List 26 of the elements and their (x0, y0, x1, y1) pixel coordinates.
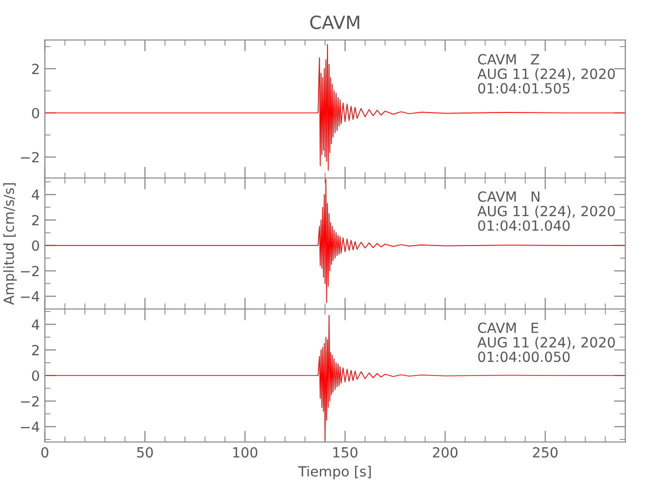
annotation: CAVM E AUG 11 (224), 2020 01:04:00.050 (477, 322, 615, 362)
x-tick-label: 200 (432, 447, 458, 458)
y-tick-label: 0 (32, 240, 40, 251)
y-tick-label: −4 (20, 422, 40, 432)
x-tick-label: 0 (41, 447, 48, 458)
y-tick-label: −2 (20, 266, 39, 276)
y-tick-label: 2 (32, 214, 39, 226)
y-tick-label: −2 (20, 396, 39, 406)
line-series (44, 44, 626, 171)
chart-title: CAVM (310, 15, 360, 30)
annotation: CAVM Z AUG 11 (224), 2020 01:04:01.505 (477, 54, 615, 94)
x-axis-title: Tiempo [s] (298, 466, 371, 480)
x-tick-label: 100 (233, 447, 258, 458)
y-tick-label: 4 (32, 190, 40, 200)
x-tick-label: 50 (137, 447, 153, 458)
x-tick-label: 150 (333, 447, 358, 458)
y-tick-label: −2 (20, 152, 39, 162)
y-axis-title: Amplitud [cm/s/s] (3, 183, 17, 305)
x-tick-label: 250 (533, 447, 558, 458)
y-tick-label: 0 (32, 370, 40, 381)
y-tick-label: 2 (32, 64, 39, 74)
y-tick-label: 0 (32, 108, 40, 118)
y-tick-label: 2 (32, 344, 39, 356)
annotation: CAVM N AUG 11 (224), 2020 01:04:01.040 (477, 191, 615, 231)
y-tick-label: 4 (32, 319, 40, 330)
y-tick-label: −4 (20, 291, 40, 302)
